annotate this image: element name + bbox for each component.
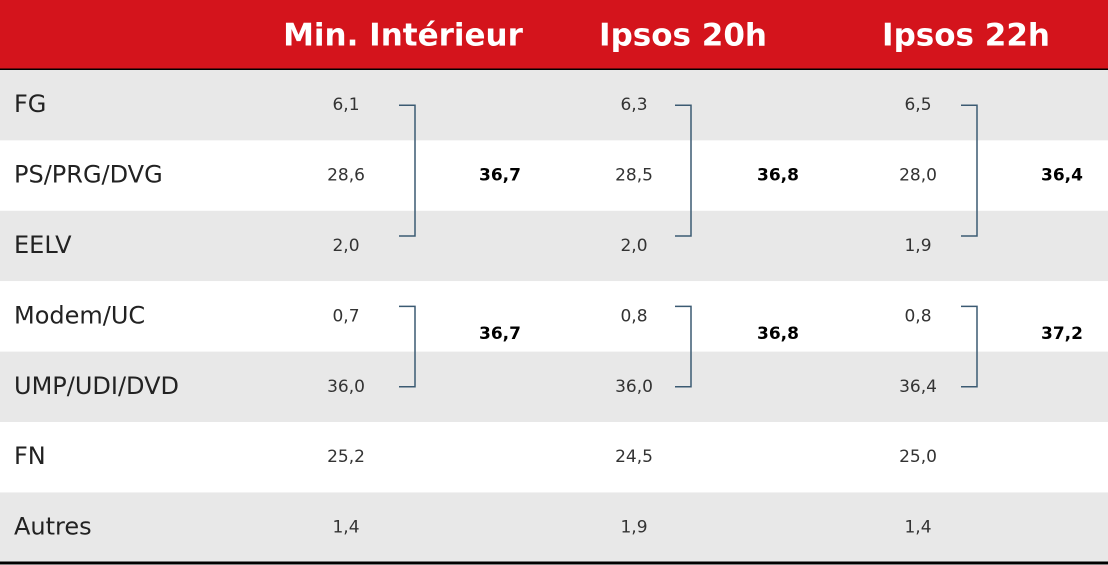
cell-value: 1,9 [904, 236, 931, 256]
group-bracket [675, 305, 692, 388]
cell-value: 1,4 [332, 518, 359, 538]
row-background [0, 492, 1108, 563]
cell-value: 6,1 [332, 95, 359, 115]
cell-value: 2,0 [620, 236, 647, 256]
cell-value: 1,4 [904, 518, 931, 538]
row-label: FN [14, 442, 46, 470]
group-total: 36,7 [479, 324, 521, 344]
cell-value: 25,2 [327, 447, 365, 467]
cell-value: 36,4 [899, 377, 937, 397]
row-background [0, 351, 1108, 422]
group-total: 36,8 [757, 166, 799, 186]
cell-value: 6,3 [620, 95, 647, 115]
group-total: 37,2 [1041, 324, 1083, 344]
row-background [0, 140, 1108, 211]
cell-value: 28,0 [899, 166, 937, 186]
row-background [0, 281, 1108, 352]
cell-value: 28,6 [327, 166, 365, 186]
cell-value: 0,7 [332, 306, 359, 326]
row-background [0, 210, 1108, 282]
column-header: Min. Intérieur [283, 18, 524, 54]
group-total: 36,7 [479, 166, 521, 186]
cell-value: 1,9 [620, 518, 647, 538]
cell-value: 24,5 [615, 447, 653, 467]
header-bar [0, 0, 1108, 70]
group-bracket [399, 104, 416, 237]
cell-value: 36,0 [327, 377, 365, 397]
row-label: FG [14, 90, 46, 118]
group-bracket [399, 305, 416, 388]
row-label: EELV [14, 231, 72, 259]
cell-value: 28,5 [615, 166, 653, 186]
row-label: Modem/UC [14, 301, 145, 329]
cell-value: 0,8 [904, 306, 931, 326]
cell-value: 2,0 [332, 236, 359, 256]
row-label: PS/PRG/DVG [14, 161, 163, 189]
cell-value: 6,5 [904, 95, 931, 115]
cell-value: 36,0 [615, 377, 653, 397]
group-bracket [675, 104, 692, 237]
group-bracket [961, 104, 978, 237]
column-header: Ipsos 22h [882, 18, 1050, 54]
group-total: 36,8 [757, 324, 799, 344]
row-label: Autres [14, 513, 92, 541]
group-total: 36,4 [1041, 166, 1083, 186]
group-bracket [961, 305, 978, 388]
cell-value: 0,8 [620, 306, 647, 326]
row-label: UMP/UDI/DVD [14, 372, 179, 400]
column-header: Ipsos 20h [599, 18, 767, 54]
row-background [0, 422, 1108, 493]
row-background [0, 70, 1108, 141]
cell-value: 25,0 [899, 447, 937, 467]
